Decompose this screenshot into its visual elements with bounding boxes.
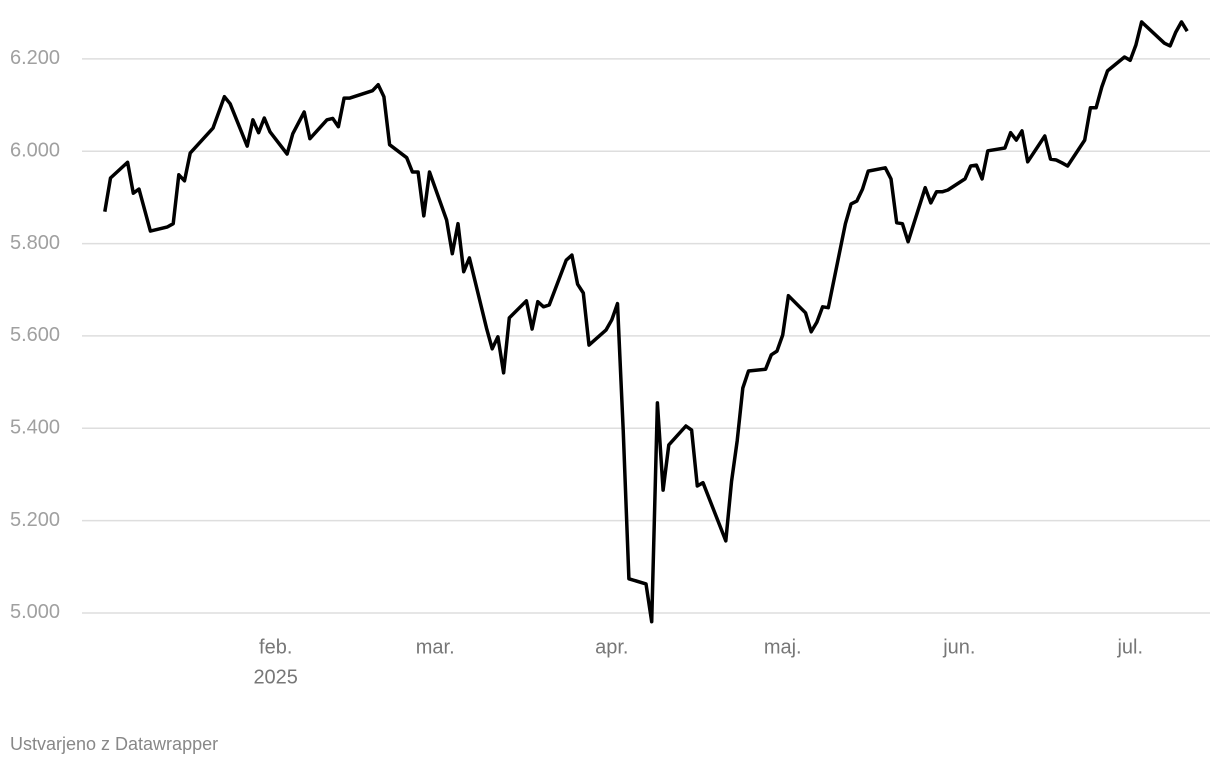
x-tick-label: mar.: [416, 636, 455, 658]
x-tick-label: maj.: [764, 636, 802, 658]
y-tick-label: 5.800: [10, 232, 60, 254]
line: [103, 20, 1189, 624]
x-year-label: 2025: [253, 666, 298, 688]
x-tick-label: jul.: [1116, 636, 1143, 658]
y-tick-label: 6.200: [10, 47, 60, 69]
y-tick-label: 5.200: [10, 509, 60, 531]
y-tick-label: 5.400: [10, 417, 60, 439]
y-tick-label: 5.000: [10, 601, 60, 623]
x-tick-label: apr.: [595, 636, 628, 658]
footer: Ustvarjeno z Datawrapper: [10, 734, 218, 754]
y-tick-label: 6.000: [10, 139, 60, 161]
x-tick-label: jun.: [942, 636, 975, 658]
y-tick-label: 5.600: [10, 324, 60, 346]
x-tick-label: feb.: [259, 636, 292, 658]
